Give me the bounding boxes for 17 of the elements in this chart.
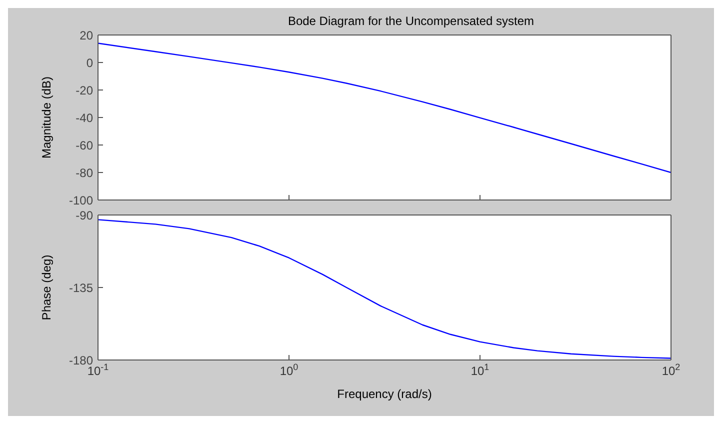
y-tick-label: -180 [68, 353, 94, 368]
y-axis-title: Magnitude (dB) [39, 76, 54, 159]
y-tick-label: -90 [76, 208, 94, 222]
y-tick-label: -60 [76, 138, 94, 152]
chart-title: Bode Diagram for the Uncompensated system [286, 13, 536, 28]
y-tick-label: -100 [68, 193, 94, 208]
y-tick-label: -135 [68, 280, 94, 295]
x-tick-label: 10$^{1}$ [470, 362, 490, 378]
y-tick-label: -20 [76, 83, 94, 98]
x-tick-label: 10$^{2}$ [662, 362, 680, 378]
y-tick-label: -80 [76, 166, 94, 180]
y-tick-label: -40 [76, 110, 94, 125]
x-tick-label: 10$^{0}$ [280, 362, 298, 378]
y-axis-title: Phase (deg) [39, 254, 54, 320]
y-tick-label: 0 [86, 56, 94, 70]
x-axis-title: Frequency (rad/s) [337, 387, 432, 401]
y-tick-label: 20 [80, 28, 94, 42]
